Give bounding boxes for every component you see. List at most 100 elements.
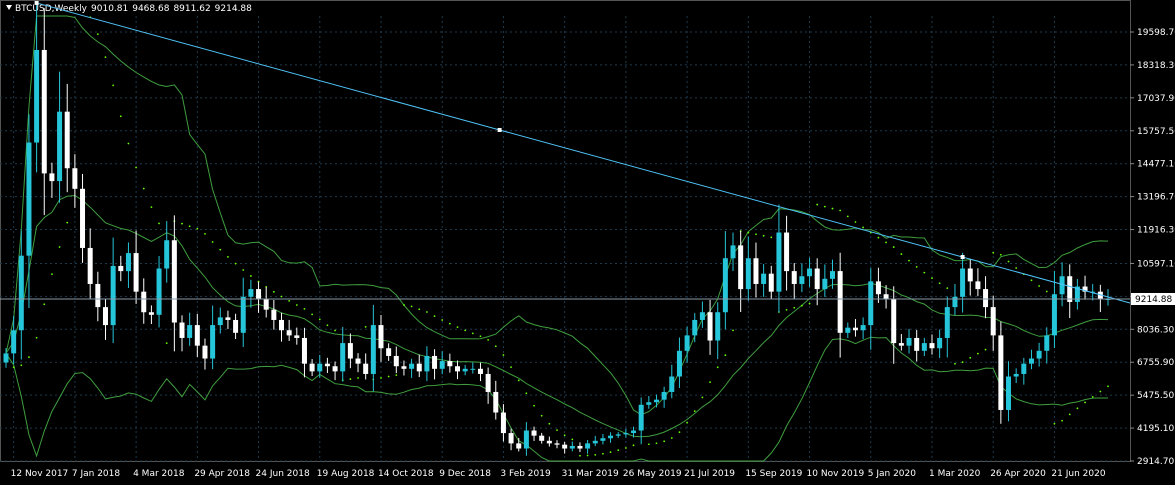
sar-dot [364,326,367,328]
candle-body [409,363,415,369]
candle-body [1036,350,1042,359]
candle-body [638,404,644,431]
sar-dot [58,246,61,248]
candle-body [80,188,86,248]
x-tick-label: 26 Apr 2020 [990,469,1046,479]
sar-dot [617,449,620,452]
candle-body [416,363,422,372]
dropdown-triangle-icon[interactable] [6,5,12,10]
sar-dot [586,454,589,457]
sar-dot [464,329,467,332]
candle-body [11,330,17,354]
candle-body [799,276,805,284]
x-tick-label: 4 Mar 2018 [133,469,185,479]
candle-body [164,240,170,269]
sar-dot [999,253,1002,256]
sar-dot [823,205,826,208]
candle-body [64,111,70,169]
trendline[interactable] [34,0,1131,304]
bollinger-bands [5,15,1109,462]
sar-dot [839,209,842,212]
candle-body [921,343,927,351]
sar-dot [1084,401,1086,404]
sar-dot [380,377,382,379]
candle-body [546,440,552,444]
candle-body [975,281,981,290]
bollinger-lower [5,336,1108,462]
candle-body [493,391,499,413]
candle-body [608,435,614,439]
candle-body [906,337,912,346]
sar-dot [410,305,413,308]
sar-dot [800,304,803,307]
sar-dot [426,311,428,313]
sar-dot [969,356,972,359]
sar-dot [563,434,566,437]
y-tick-label: 11916.30 [1137,226,1175,236]
sar-dot [701,396,704,399]
sar-dot [357,377,359,379]
sar-dot [311,313,314,316]
candle-body [738,245,744,290]
sar-dot [954,362,956,365]
sar-dot [219,248,222,251]
candle-body [1006,376,1012,410]
candle-body [791,271,797,284]
candle-body [523,430,529,449]
sar-dot [227,255,229,258]
sar-dot [984,348,987,351]
candle-body [944,307,950,338]
candle-body [301,337,307,364]
sar-dot [816,203,819,206]
y-tick-label: 6755.90 [1137,358,1174,368]
y-tick-label: 2914.70 [1137,457,1174,467]
candle-body [393,355,399,367]
candle-body [676,350,682,377]
candle-body [860,325,866,331]
sar-dot [1091,395,1094,398]
candle-body [439,361,445,369]
sar-dot [854,221,857,223]
candle-body [784,232,790,272]
candle-body [722,258,728,313]
parabolic-sar [12,16,1109,457]
sar-dot [525,392,528,395]
candle-body [294,335,300,338]
candle-body [1044,335,1050,351]
sar-dot [66,221,69,224]
sar-dot [295,304,298,306]
candle-body [102,307,108,326]
x-tick-label: 3 Feb 2019 [500,469,551,479]
bollinger-middle [5,194,1109,438]
candle-body [34,49,40,143]
sar-dot [632,444,635,447]
time-axis: 12 Nov 2017 7 Jan 2018 4 Mar 2018 29 Apr 20… [11,469,1106,479]
grid-lines [0,0,1131,462]
sar-dot [104,56,107,59]
sar-dot [1061,419,1063,422]
x-tick-label: 19 Aug 2018 [317,469,375,479]
y-tick-label: 19598.70 [1137,28,1175,38]
candle-body [623,433,629,435]
sar-dot [900,253,903,255]
candle-body [87,247,93,284]
candle-body [477,368,483,374]
candle-body [217,317,223,326]
sar-dot [670,437,673,439]
bollinger-upper [5,15,1109,416]
candle-body [187,325,193,338]
candle-body [1082,286,1088,292]
sar-dot [119,115,122,118]
sar-dot [915,265,918,268]
sar-dot [1076,407,1079,410]
candle-body [171,240,177,323]
sar-dot [609,451,612,454]
trendline-handle [960,255,965,260]
candle-body [577,445,583,449]
candle-body [26,142,32,256]
sar-dot [594,453,597,456]
sar-dot [716,366,719,369]
y-tick-label: 8036.30 [1137,325,1174,335]
candle-body [386,348,392,356]
